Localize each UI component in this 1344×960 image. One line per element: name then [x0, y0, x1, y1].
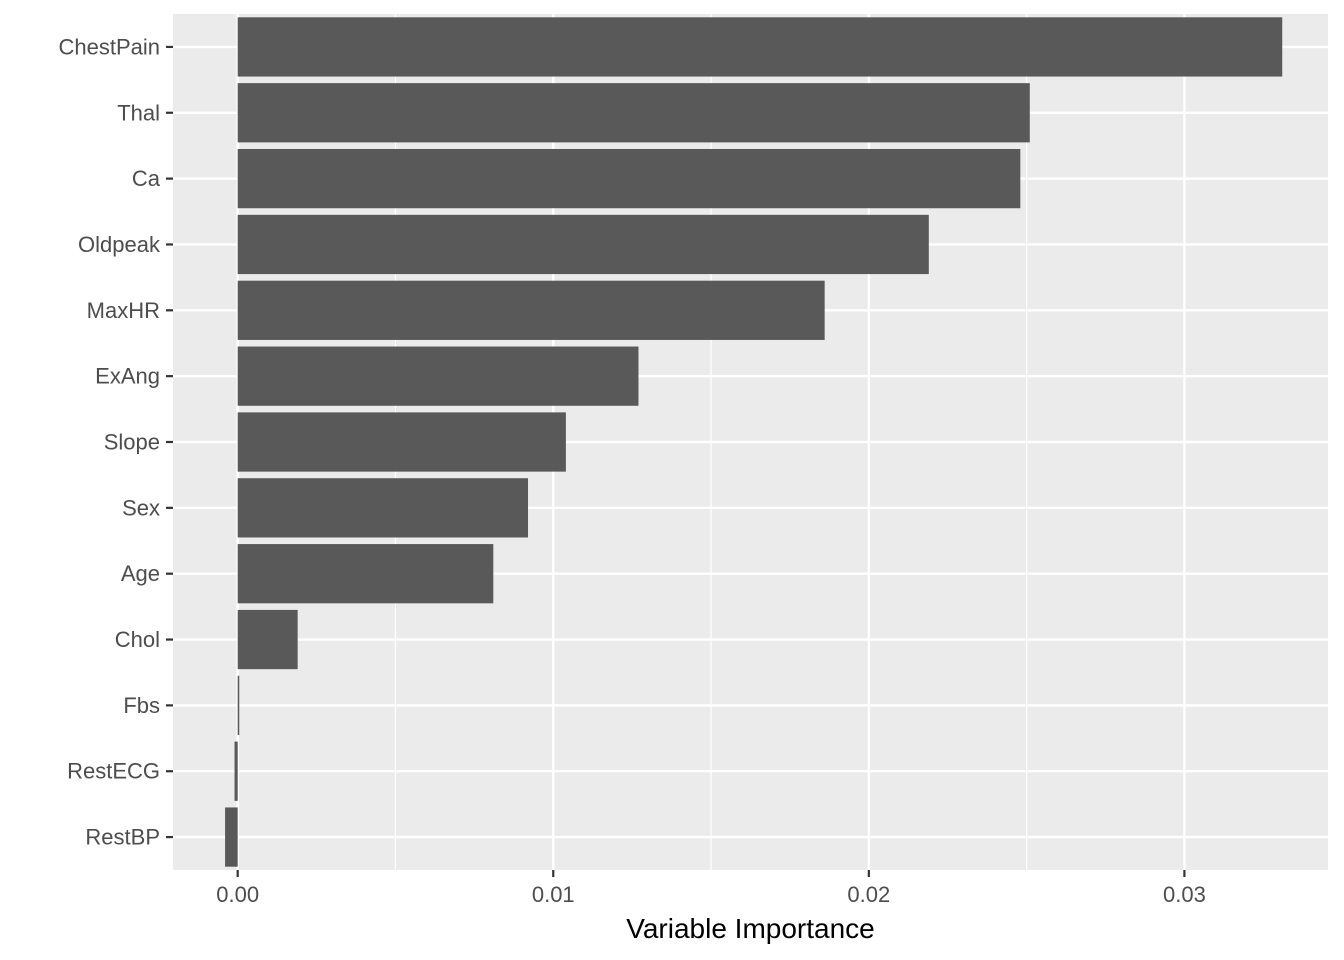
y-tick-label: RestBP [85, 825, 160, 850]
x-tick-label: 0.02 [847, 882, 890, 907]
bar-oldpeak [237, 214, 929, 275]
y-axis: ChestPain Thal Ca Oldpeak MaxHR ExAng Slope Sex… [58, 34, 173, 850]
y-tick-label: MaxHR [87, 298, 160, 323]
bar-slope [237, 412, 566, 472]
y-tick-label: Ca [132, 166, 161, 191]
bar-chestpain [237, 17, 1283, 77]
bar-exang [237, 346, 639, 406]
bar-age [237, 544, 494, 604]
bars [225, 17, 1283, 867]
y-tick-label: Oldpeak [78, 232, 161, 257]
x-tick-label: 0.00 [216, 882, 259, 907]
y-tick-label: Sex [122, 495, 160, 520]
y-tick-label: Thal [117, 100, 160, 125]
y-tick-label: RestECG [67, 759, 160, 784]
x-tick-label: 0.01 [532, 882, 575, 907]
y-tick-label: ExAng [95, 364, 160, 389]
x-axis-title: Variable Importance [626, 913, 875, 944]
bar-restecg [234, 741, 238, 801]
y-tick-label: Chol [115, 627, 160, 652]
bar-sex [237, 478, 529, 538]
x-tick-label: 0.03 [1163, 882, 1206, 907]
bar-ca [237, 148, 1021, 209]
y-tick-label: ChestPain [58, 34, 160, 59]
bar-chol [237, 609, 298, 670]
y-tick-label: Age [121, 561, 160, 586]
y-tick-label: Slope [104, 430, 160, 455]
bar-maxhr [237, 280, 825, 340]
x-axis: 0.00 0.01 0.02 0.03 [216, 870, 1206, 907]
bar-thal [237, 83, 1030, 143]
bar-restbp [225, 807, 238, 867]
y-tick-label: Fbs [123, 693, 160, 718]
bar-fbs [237, 675, 240, 736]
